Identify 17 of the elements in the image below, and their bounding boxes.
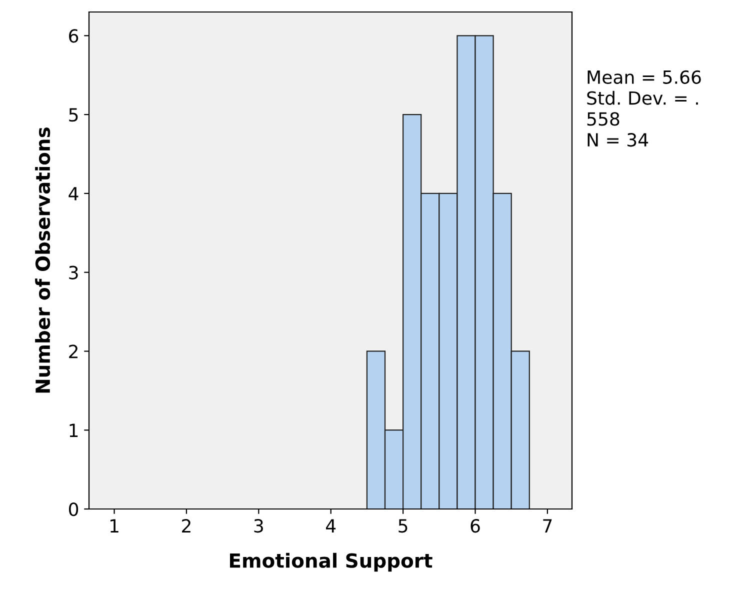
y-tick-label: 4 — [68, 187, 78, 200]
y-tick-label: 0 — [68, 502, 78, 516]
x-tick-label: 2 — [182, 519, 190, 532]
x-tick-label: 5 — [398, 519, 408, 533]
x-tick-label: 6 — [470, 519, 480, 533]
x-tick-label: 4 — [326, 519, 336, 532]
x-axis-title: Emotional Support — [230, 552, 432, 572]
y-axis-title: Number of Observations — [35, 128, 50, 393]
text: Mean = 5.66 Std. Dev. = . 558 N = 34 — [587, 70, 701, 147]
y-tick-label: 2 — [69, 344, 78, 358]
y-tick-label: 6 — [69, 29, 78, 43]
y-tick-label: 1 — [70, 424, 78, 437]
x-tick-label: 1 — [110, 519, 118, 532]
x-tick-label: 7 — [543, 519, 552, 532]
x-tick-label: 3 — [254, 519, 263, 533]
y-tick-label: 5 — [69, 108, 78, 122]
y-tick-label: 3 — [69, 266, 78, 280]
